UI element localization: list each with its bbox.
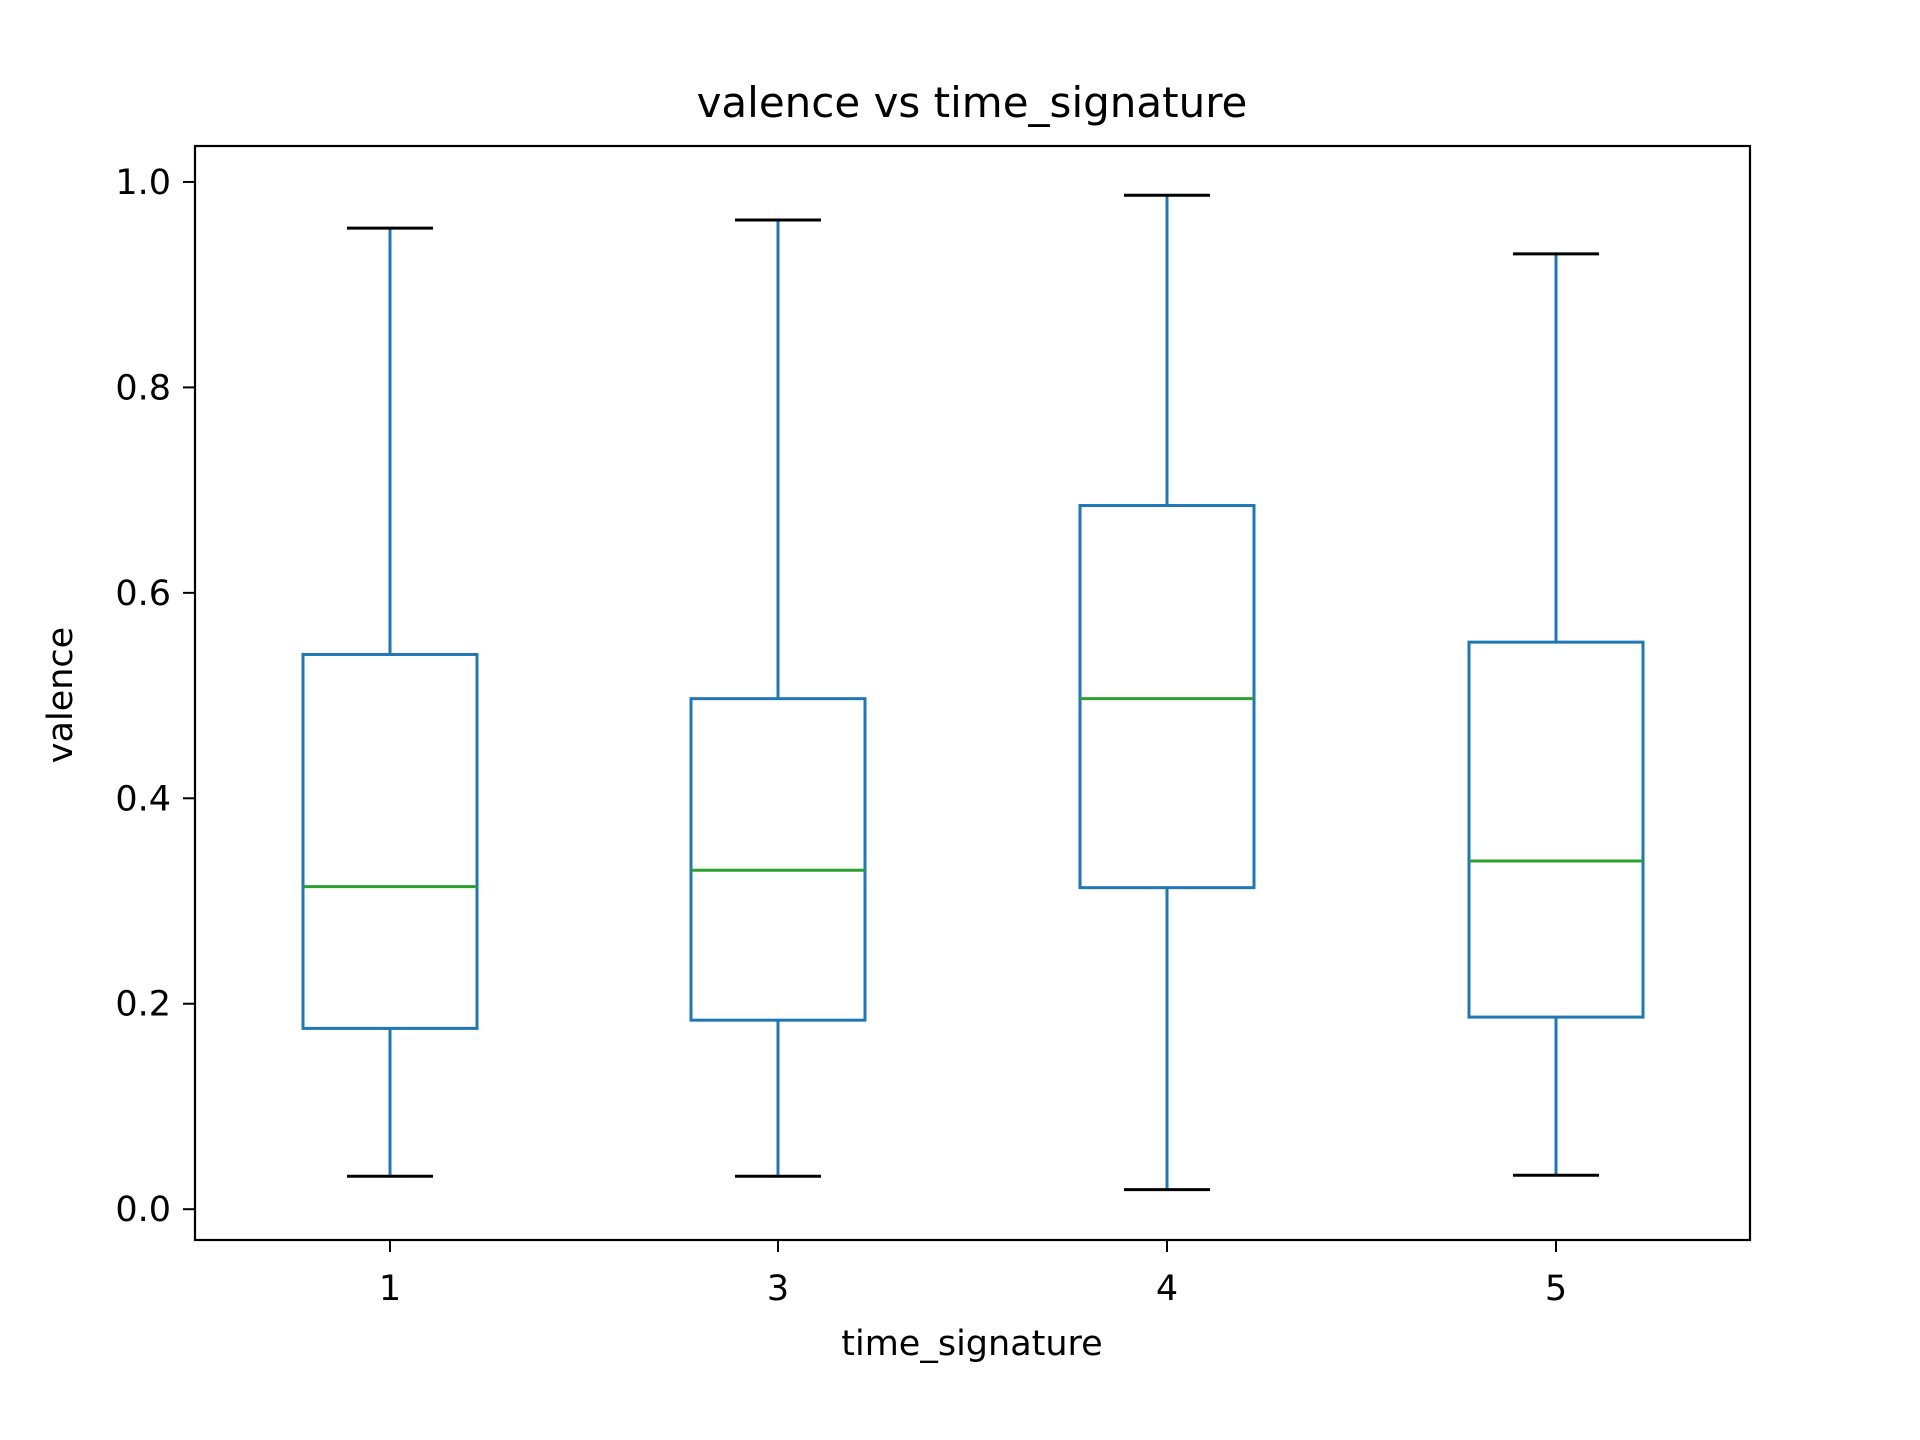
x-tick-label: 3	[767, 1269, 789, 1309]
box-group	[1467, 252, 1645, 1177]
y-tick-label: 0.0	[115, 1190, 171, 1230]
y-tick-label: 0.6	[115, 574, 171, 614]
x-axis-label: time_signature	[841, 1324, 1102, 1364]
axes-frame	[193, 144, 1752, 1242]
y-tick-label: 0.4	[115, 779, 171, 819]
iqr-box	[1078, 504, 1256, 890]
y-axis-label: valence	[41, 627, 81, 763]
box-group	[1078, 193, 1256, 1192]
x-tick-label: 4	[1156, 1269, 1178, 1309]
plot-area: 0.0 0.2 0.4 0.6 0.8 1.0 1 3 4 5	[115, 144, 1752, 1309]
x-tick-label: 5	[1545, 1269, 1567, 1309]
box-group	[689, 218, 867, 1178]
box-group	[301, 226, 479, 1178]
iqr-box	[1467, 640, 1645, 1019]
y-tick-label: 1.0	[115, 163, 171, 203]
y-tick-label: 0.8	[115, 368, 171, 408]
chart-title: valence vs time_signature	[697, 78, 1248, 127]
iqr-box	[301, 652, 479, 1030]
y-tick-label: 0.2	[115, 985, 171, 1025]
iqr-box	[689, 697, 867, 1022]
x-tick-label: 1	[379, 1269, 401, 1309]
